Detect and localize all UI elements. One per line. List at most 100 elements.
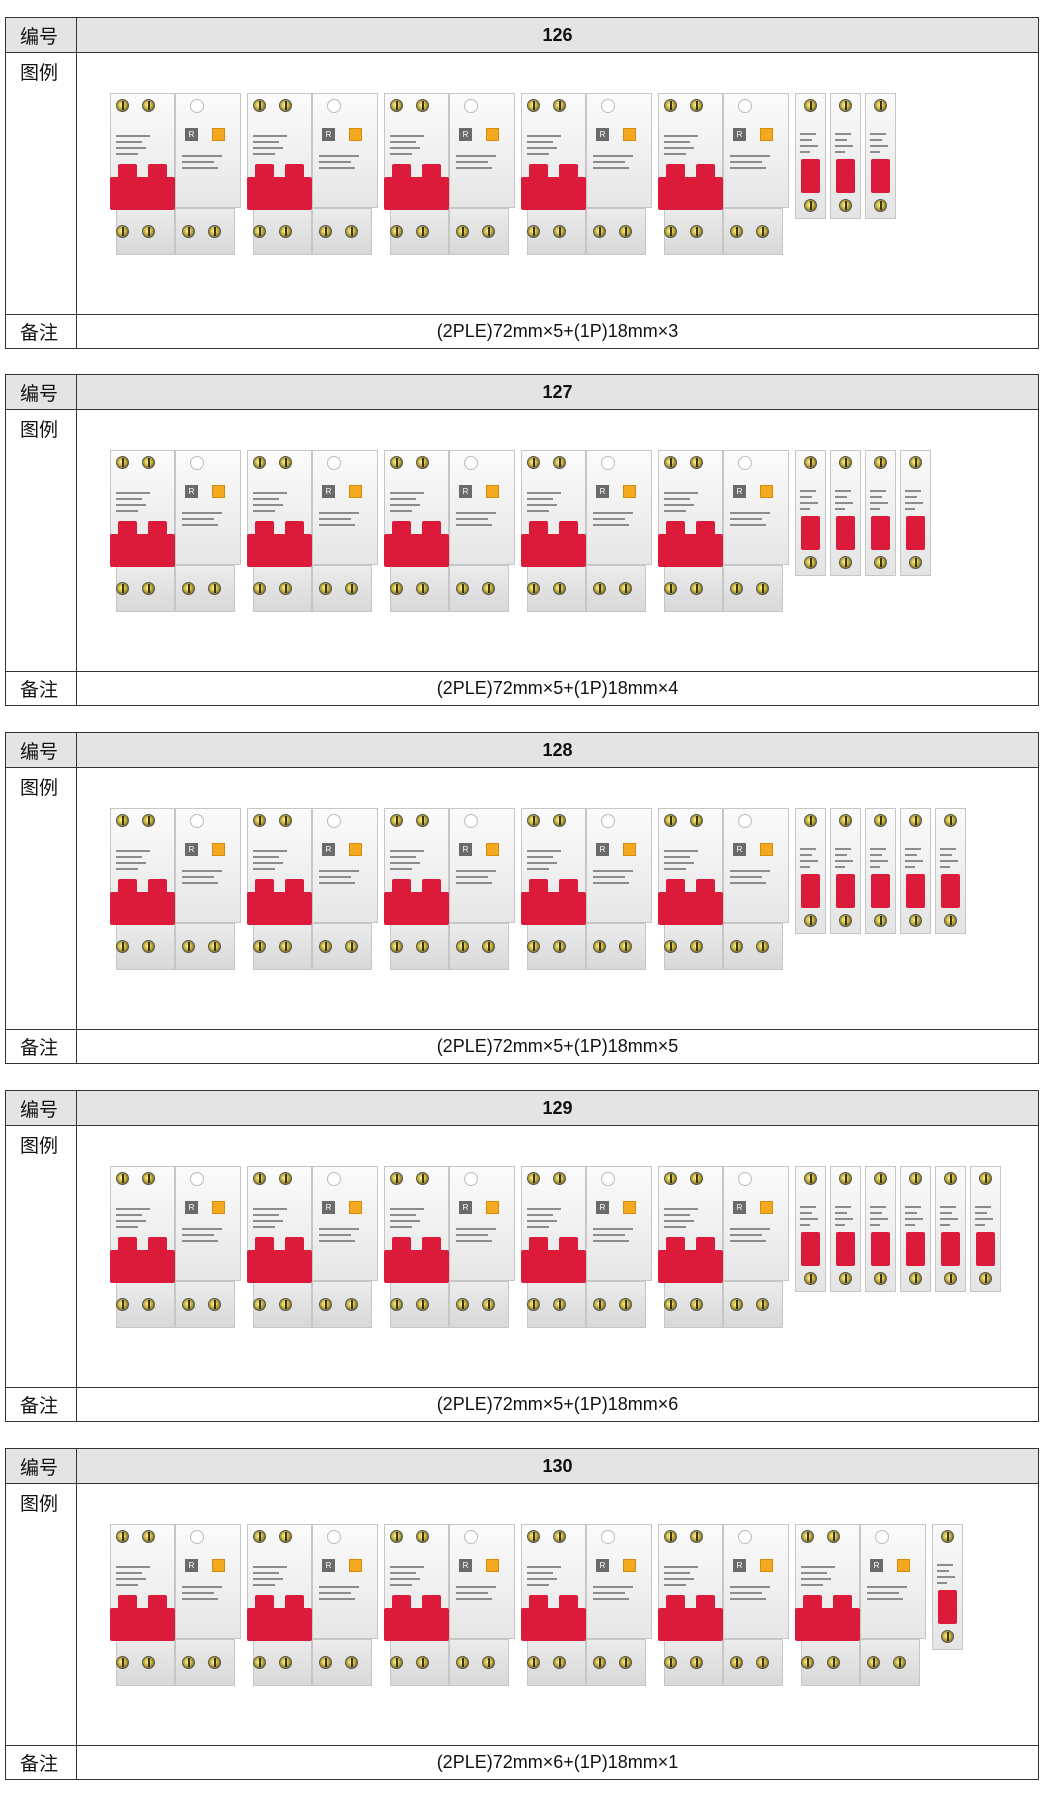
terminal-screw-icon [319,1656,332,1669]
spec-print [940,1206,956,1208]
rcbo-2p-module-icon: R [110,93,241,255]
reset-button-icon: R [322,1201,335,1214]
spec-print [116,510,138,512]
spec-print [730,167,766,169]
test-button-icon [760,1559,773,1572]
spec-print [870,854,882,856]
handle-grip [422,879,441,894]
spec-print [319,1234,351,1236]
indicator-window-icon [327,1172,341,1186]
terminal-screw-icon [416,1298,429,1311]
terminal-screw-icon [804,914,817,927]
spec-print [664,1566,698,1568]
rcbo-2p-module-icon: R [247,93,378,255]
spec-print [319,882,355,884]
spec-print [456,1228,496,1230]
spec-print [730,870,770,872]
test-button-icon [349,843,362,856]
mcb-1p-module-icon [795,1166,826,1292]
spec-print [940,1224,950,1226]
module-housing [586,808,652,923]
spec-print [390,1214,416,1216]
spec-print [253,135,287,137]
reset-button-icon: R [322,843,335,856]
terminal-screw-icon [664,814,677,827]
spec-print [593,1228,633,1230]
mcb-1p-module-icon [865,808,896,934]
test-button-icon [897,1559,910,1572]
mcb-1p-module-icon [830,1166,861,1292]
terminal-screw-icon [345,940,358,953]
spec-print [456,1586,496,1588]
remark-label: 备注 [6,672,77,705]
rcbo-handle [384,892,449,925]
spec-print [870,145,888,147]
handle-grip [422,164,441,179]
spec-print [664,492,698,494]
spec-print [937,1564,953,1566]
spec-print [527,856,553,858]
remark-row: 备注 (2PLE)72mm×5+(1P)18mm×4 [6,671,1038,705]
test-button-icon [212,1201,225,1214]
handle-grip [529,879,548,894]
handle-grip [422,1595,441,1610]
terminal-screw-icon [690,225,703,238]
terminal-screw-icon [416,99,429,112]
spec-print [253,504,283,506]
handle-grip [392,1595,411,1610]
terminal-screw-icon [253,225,266,238]
spec-print [800,1224,810,1226]
terminal-screw-icon [279,1530,292,1543]
rcbo-2p-module-icon: R [110,1166,241,1328]
spec-print [390,141,416,143]
spec-print [940,860,958,862]
module-housing [586,450,652,565]
module-housing [830,93,861,219]
spec-print [456,1598,492,1600]
mcb-1p-module-icon [900,808,931,934]
terminal-screw-icon [116,1172,129,1185]
module-housing [723,923,783,970]
terminal-screw-icon [553,225,566,238]
test-button-icon [349,128,362,141]
spec-print [593,1586,633,1588]
rcbo-handle [110,534,175,567]
rcbo-2p-module-icon: R [384,808,515,970]
reset-button-icon: R [459,843,472,856]
reset-button-icon: R [596,1559,609,1572]
terminal-screw-icon [116,225,129,238]
reset-button-icon: R [733,485,746,498]
spec-print [456,512,496,514]
terminal-screw-icon [874,914,887,927]
rcbo-2p-module-icon: R [247,808,378,970]
terminal-screw-icon [553,814,566,827]
spec-print [937,1570,949,1572]
spec-print [800,502,818,504]
handle-grip [255,164,274,179]
terminal-screw-icon [553,1656,566,1669]
spec-print [319,870,359,872]
spec-table-130: 编号 130 图例 R R R R R R 备注 (2PLE)72mm×6+(1P)18m… [5,1448,1039,1780]
module-housing [795,93,826,219]
spec-print [527,1572,553,1574]
remark-row: 备注 (2PLE)72mm×5+(1P)18mm×5 [6,1029,1038,1063]
terminal-screw-icon [553,1298,566,1311]
terminal-screw-icon [553,940,566,953]
terminal-screw-icon [909,814,922,827]
spec-print [253,498,279,500]
terminal-screw-icon [690,814,703,827]
terminal-screw-icon [804,556,817,569]
module-housing [312,808,378,923]
spec-print [253,492,287,494]
spec-print [593,512,633,514]
spec-print [116,862,146,864]
reset-button-icon: R [733,1559,746,1572]
module-housing [970,1166,1001,1292]
terminal-screw-icon [527,582,540,595]
spec-print [527,147,557,149]
indicator-window-icon [738,456,752,470]
mcb-handle [836,1232,855,1266]
remark-value: (2PLE)72mm×5+(1P)18mm×3 [436,321,679,341]
terminal-screw-icon [142,456,155,469]
